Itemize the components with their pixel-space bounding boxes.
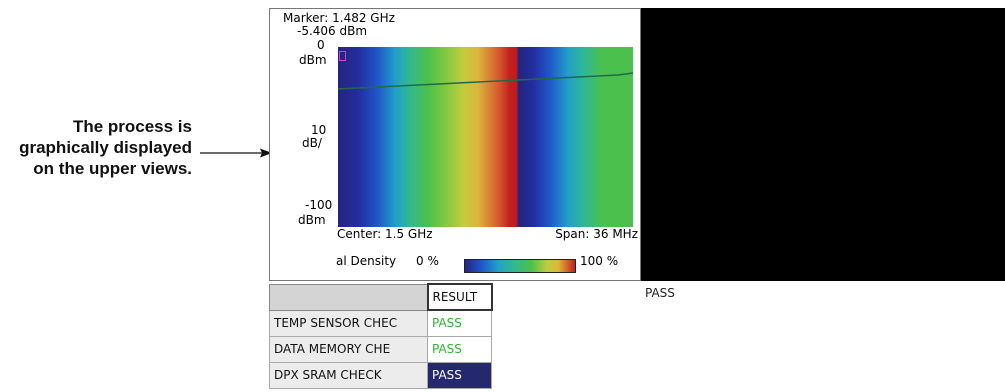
table-header-row: RESULT [269, 283, 493, 311]
marker-amplitude: -5.406 dBm [297, 24, 368, 38]
header-test-name[interactable] [269, 283, 428, 311]
callout-line-2: graphically displayed [19, 138, 192, 157]
bottom-level-unit: dBm [298, 213, 326, 227]
spectrum-trace [338, 72, 633, 90]
reference-level-value: 0 [317, 38, 325, 52]
marker-frequency: Marker: 1.482 GHz [283, 11, 395, 25]
density-color-scale [464, 259, 576, 273]
table-row[interactable]: TEMP SENSOR CHEC PASS [269, 309, 492, 337]
upper-right-view [641, 8, 1005, 281]
density-label: al Density [336, 254, 397, 268]
test-name-cell[interactable]: DATA MEMORY CHE [269, 335, 428, 363]
table-row[interactable]: DATA MEMORY CHE PASS [269, 335, 492, 363]
test-result-cell[interactable]: PASS [427, 309, 492, 337]
callout-line-1: The process is [72, 117, 192, 136]
bottom-level-value: -100 [305, 198, 333, 212]
vertical-scale-value: 10 [311, 123, 327, 137]
spectrum-plot-area[interactable] [338, 47, 633, 227]
test-name-cell[interactable]: DPX SRAM CHECK [269, 361, 428, 389]
header-result[interactable]: RESULT [426, 283, 493, 311]
reference-level-unit: dBm [299, 53, 327, 67]
density-max: 100 % [580, 254, 619, 268]
overall-status: PASS [645, 286, 675, 300]
test-result-cell-selected[interactable]: PASS [427, 361, 492, 389]
diagnostics-results-table: RESULT TEMP SENSOR CHEC PASS DATA MEMORY… [269, 283, 493, 389]
test-result-cell[interactable]: PASS [427, 335, 492, 363]
vertical-scale-unit: dB/ [302, 136, 322, 150]
callout-annotation: The process is graphically displayed on … [0, 116, 192, 179]
center-frequency: Center: 1.5 GHz [337, 227, 433, 241]
test-name-cell[interactable]: TEMP SENSOR CHEC [269, 309, 428, 337]
callout-line-3: on the upper views. [33, 159, 192, 178]
frequency-span: Span: 36 MHz [555, 227, 638, 241]
density-min: 0 % [416, 254, 439, 268]
marker-icon[interactable] [339, 51, 346, 61]
table-row[interactable]: DPX SRAM CHECK PASS [269, 361, 492, 389]
callout-arrow-icon [200, 148, 272, 158]
dpx-spectrum-view[interactable]: Marker: 1.482 GHz -5.406 dBm 0 dBm 10 dB… [269, 8, 641, 281]
